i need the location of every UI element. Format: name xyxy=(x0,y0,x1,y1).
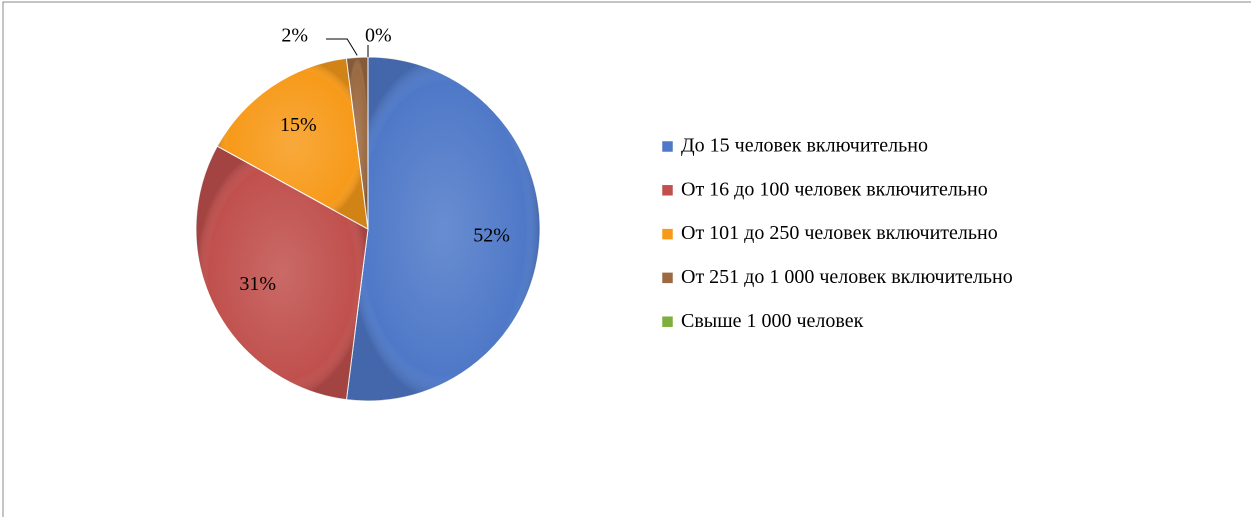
legend-marker xyxy=(661,272,674,284)
legend-label: До 15 человек включительно xyxy=(681,135,928,157)
legend-label: Свыше 1 000 человек xyxy=(681,310,864,332)
data-label: 31% xyxy=(239,273,276,295)
legend-marker xyxy=(661,184,674,197)
data-label: 2% xyxy=(281,25,308,47)
legend: До 15 человек включительно От 16 до 100 ч… xyxy=(661,135,1013,332)
leader-line xyxy=(326,38,358,56)
legend-label: От 101 до 250 человек включительно xyxy=(681,222,998,244)
legend-label: От 251 до 1 000 человек включительно xyxy=(681,266,1013,288)
legend-label: От 16 до 100 человек включительно xyxy=(681,178,988,200)
data-label: 0% xyxy=(365,25,392,47)
legend-marker xyxy=(661,140,674,153)
data-label: 52% xyxy=(473,224,510,246)
legend-marker xyxy=(661,315,674,328)
legend-marker xyxy=(661,228,674,240)
pie-slice xyxy=(345,56,541,402)
pie: 52% 31% 15% 2% 0% xyxy=(195,25,541,402)
data-label: 15% xyxy=(280,114,317,136)
